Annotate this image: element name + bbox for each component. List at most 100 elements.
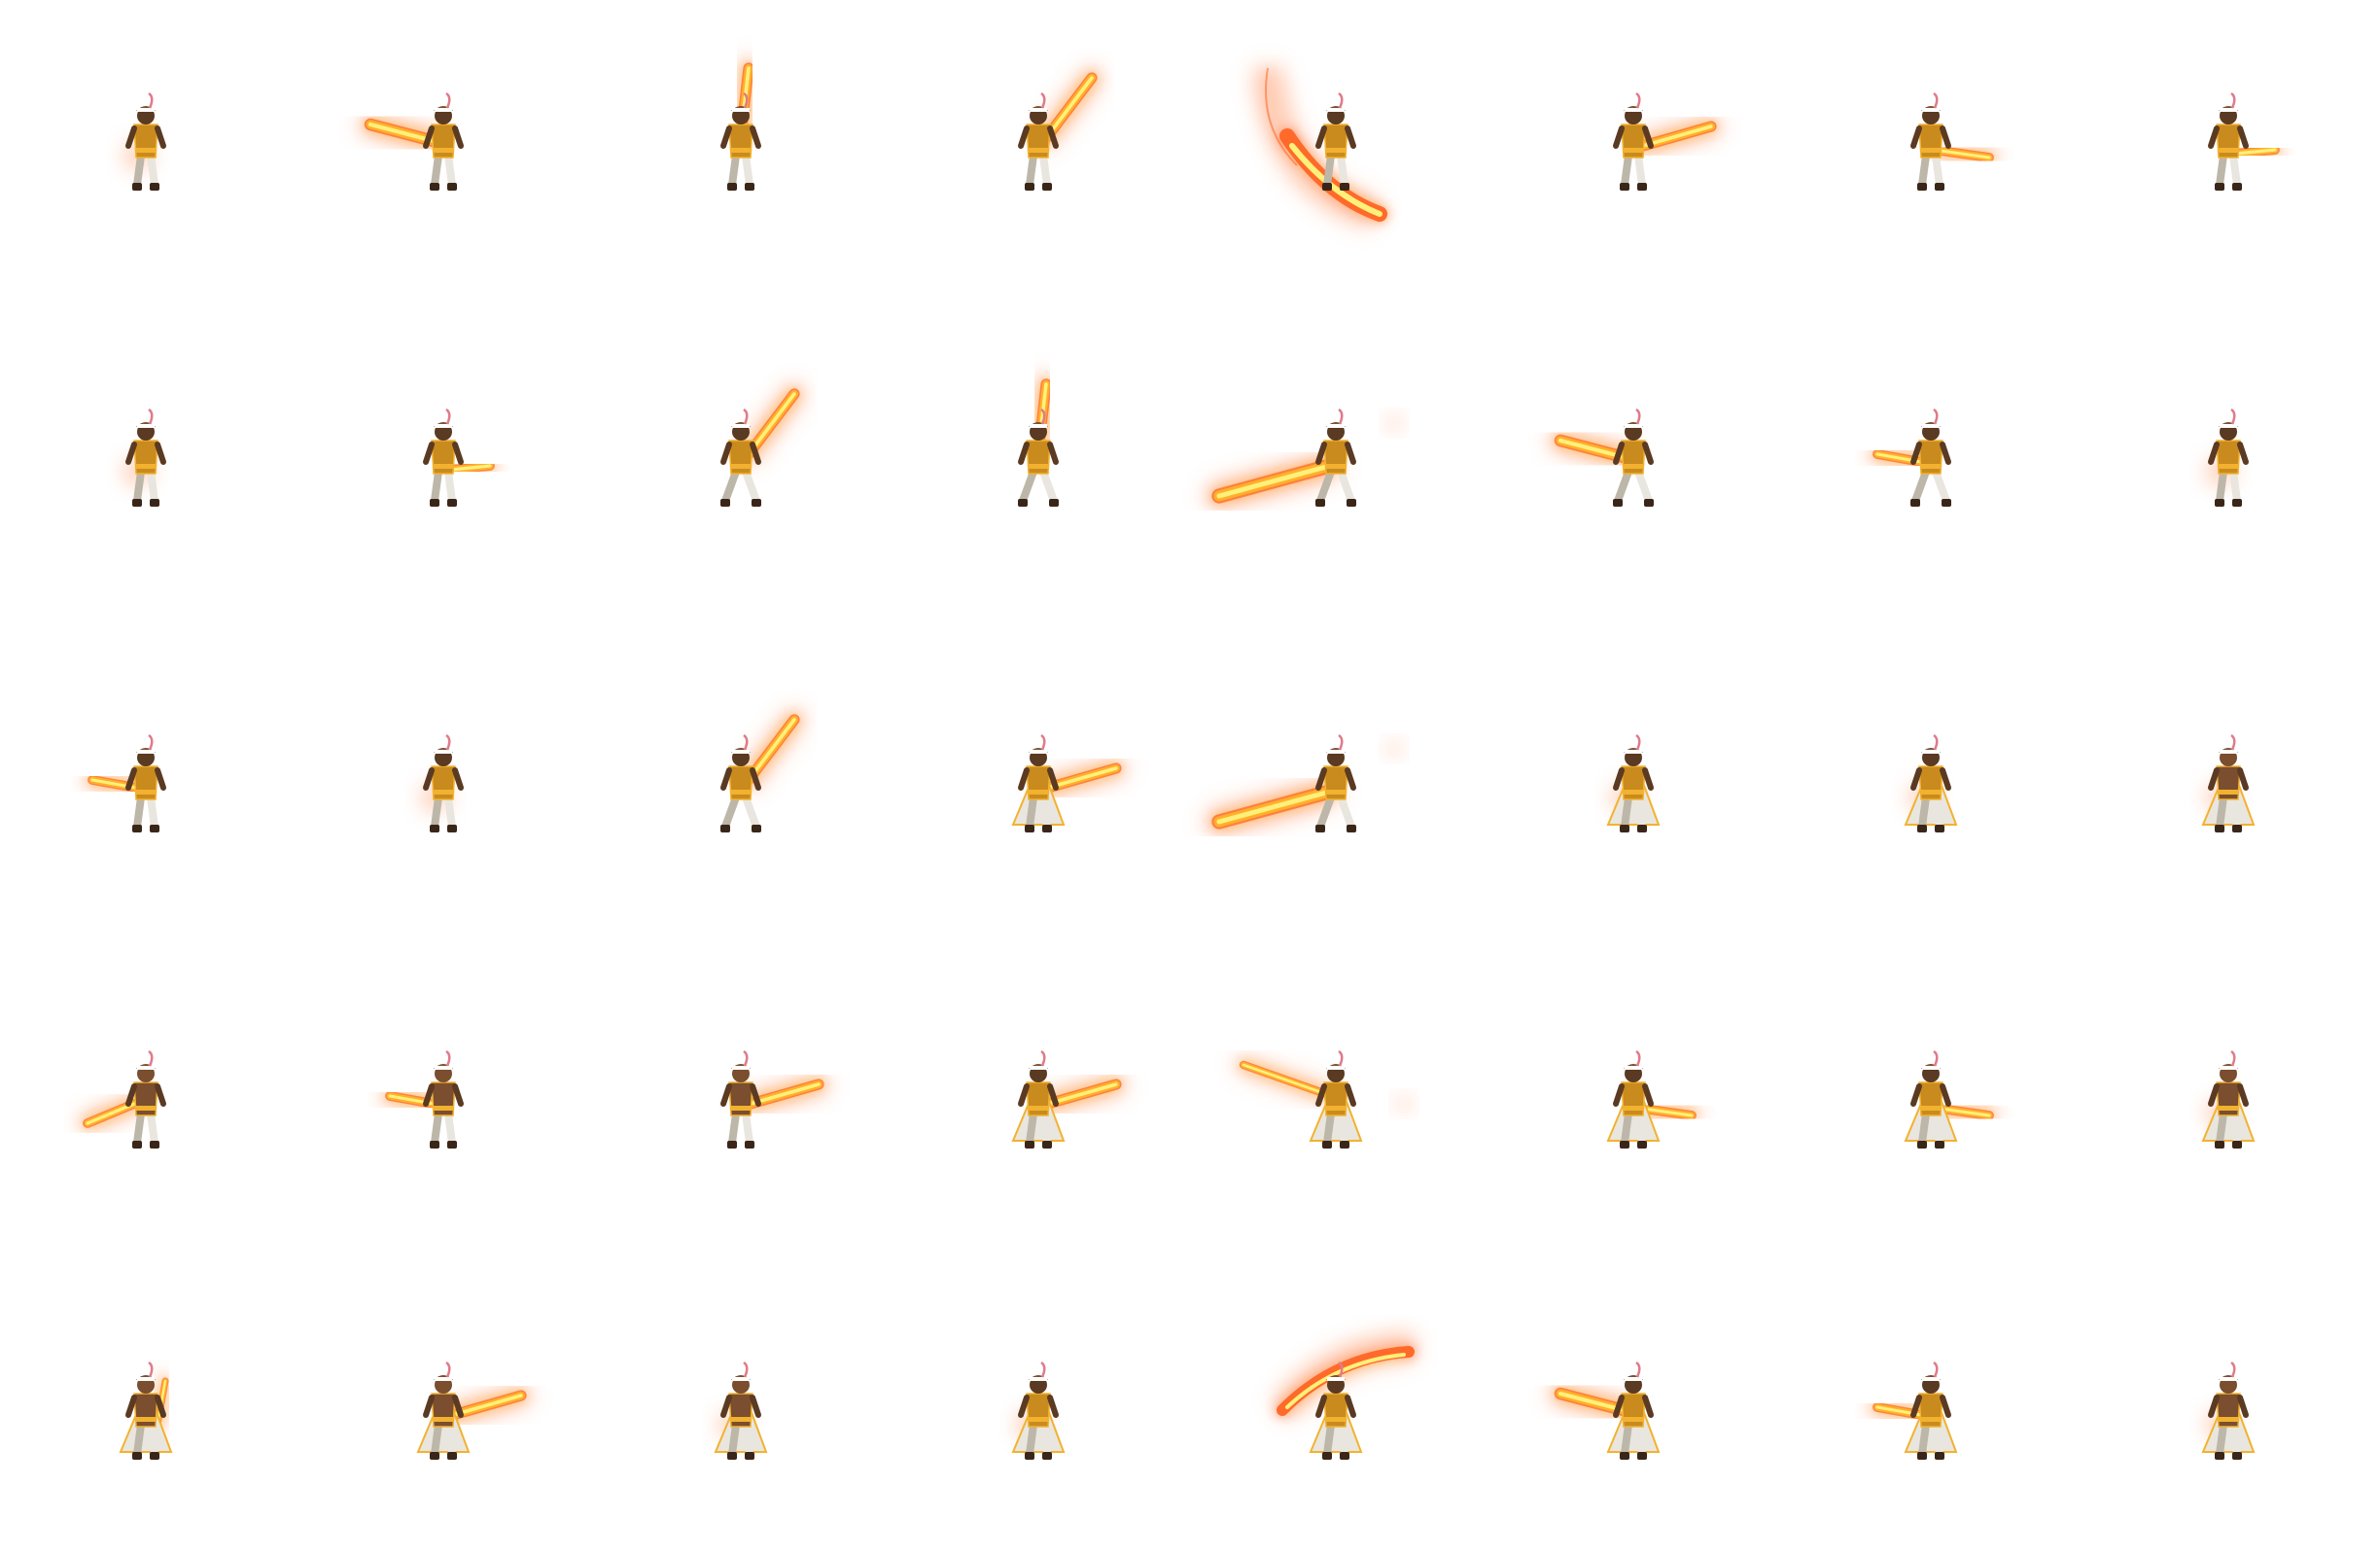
right-arm bbox=[1047, 1083, 1059, 1107]
right-arm bbox=[1642, 767, 1654, 791]
sprite-frame-r4-c0 bbox=[119, 1361, 173, 1460]
left-boot bbox=[1620, 825, 1629, 832]
sprite-frame-r2-c4 bbox=[1206, 733, 1402, 835]
right-leg bbox=[1337, 794, 1355, 831]
right-boot bbox=[2232, 1141, 2242, 1149]
right-boot bbox=[447, 1141, 457, 1149]
warrior-character bbox=[1910, 91, 1951, 191]
left-boot bbox=[1613, 499, 1623, 507]
headband bbox=[137, 1377, 155, 1381]
left-boot bbox=[430, 499, 439, 507]
right-arm bbox=[2237, 767, 2249, 791]
right-arm bbox=[2237, 442, 2249, 465]
right-leg bbox=[1634, 468, 1653, 505]
sprite-frame-r2-c5 bbox=[1606, 733, 1661, 832]
belt bbox=[2218, 1106, 2239, 1111]
feather bbox=[1933, 407, 1939, 425]
warrior-character bbox=[1018, 91, 1059, 191]
left-leg bbox=[1918, 1421, 1930, 1458]
left-arm bbox=[1910, 125, 1922, 149]
left-leg bbox=[133, 1110, 145, 1147]
flame-blade bbox=[1932, 142, 1998, 166]
feather bbox=[445, 1049, 451, 1067]
left-leg bbox=[1918, 1110, 1930, 1147]
belt bbox=[1920, 464, 1942, 469]
feather bbox=[445, 733, 451, 751]
flame-blade bbox=[1633, 117, 1721, 156]
right-boot bbox=[1637, 183, 1647, 191]
belt bbox=[1920, 790, 1942, 795]
left-arm bbox=[2208, 1083, 2220, 1107]
ember-sparks bbox=[1396, 1096, 1412, 1112]
feather bbox=[743, 1049, 749, 1067]
sprite-frame-r3-c5 bbox=[1606, 1049, 1700, 1149]
headband bbox=[435, 108, 452, 112]
right-arm bbox=[452, 767, 464, 791]
right-arm bbox=[1940, 1083, 1951, 1107]
right-arm bbox=[1047, 1395, 1059, 1418]
left-arm bbox=[1910, 442, 1922, 465]
sprite-frame-r2-c6 bbox=[1904, 733, 1958, 832]
left-arm bbox=[423, 767, 435, 791]
right-arm bbox=[1940, 125, 1951, 149]
headband bbox=[137, 108, 155, 112]
right-boot bbox=[447, 499, 457, 507]
flame-blade bbox=[442, 457, 499, 478]
headband bbox=[1327, 750, 1345, 754]
feather bbox=[148, 1049, 154, 1067]
right-boot bbox=[1935, 825, 1944, 832]
belt bbox=[433, 464, 454, 469]
left-leg bbox=[1316, 468, 1335, 505]
right-leg bbox=[2229, 152, 2241, 189]
belt bbox=[2218, 464, 2239, 469]
left-leg bbox=[1026, 152, 1037, 189]
left-arm bbox=[1613, 1083, 1625, 1107]
right-arm bbox=[1940, 442, 1951, 465]
right-boot bbox=[2232, 825, 2242, 832]
right-boot bbox=[150, 499, 159, 507]
left-arm bbox=[423, 1395, 435, 1418]
right-boot bbox=[2232, 1452, 2242, 1460]
sprite-frame-r0-c3 bbox=[1018, 68, 1102, 191]
left-leg bbox=[1621, 1110, 1632, 1147]
headband bbox=[2220, 1377, 2237, 1381]
warrior-character bbox=[125, 407, 166, 507]
sprite-frame-r3-c3 bbox=[1011, 1049, 1126, 1149]
left-boot bbox=[132, 183, 142, 191]
right-leg bbox=[1337, 152, 1348, 189]
belt bbox=[1028, 1417, 1049, 1422]
warrior-character bbox=[2208, 91, 2249, 191]
right-arm bbox=[155, 442, 166, 465]
belt bbox=[433, 790, 454, 795]
belt bbox=[730, 1106, 752, 1111]
left-arm bbox=[720, 125, 732, 149]
headband bbox=[1030, 1066, 1047, 1070]
flame-blade bbox=[443, 1386, 531, 1425]
left-leg bbox=[133, 1421, 145, 1458]
feather bbox=[2230, 733, 2236, 751]
sprite-frame-r1-c5 bbox=[1550, 407, 1654, 507]
warrior-character bbox=[119, 1361, 173, 1460]
left-leg bbox=[1911, 468, 1930, 505]
left-boot bbox=[727, 1141, 737, 1149]
warrior-character bbox=[1315, 407, 1356, 507]
warrior-character bbox=[1613, 407, 1654, 507]
feather bbox=[1933, 733, 1939, 751]
warrior-character bbox=[1309, 1049, 1363, 1149]
left-leg bbox=[1026, 1421, 1037, 1458]
left-arm bbox=[2208, 125, 2220, 149]
right-leg bbox=[1932, 1421, 1943, 1458]
warrior-character bbox=[423, 1049, 464, 1149]
sprite-frame-r0-c6 bbox=[1910, 91, 1998, 191]
feather bbox=[2230, 407, 2236, 425]
sprite-frame-r2-c0 bbox=[84, 733, 166, 832]
feather bbox=[1635, 1361, 1641, 1378]
feather bbox=[1040, 407, 1046, 425]
right-boot bbox=[1340, 1452, 1349, 1460]
headband bbox=[732, 108, 750, 112]
belt bbox=[1028, 464, 1049, 469]
warrior-character bbox=[416, 1361, 471, 1460]
right-boot bbox=[150, 825, 159, 832]
right-leg bbox=[742, 468, 760, 505]
right-leg bbox=[2229, 1421, 2241, 1458]
